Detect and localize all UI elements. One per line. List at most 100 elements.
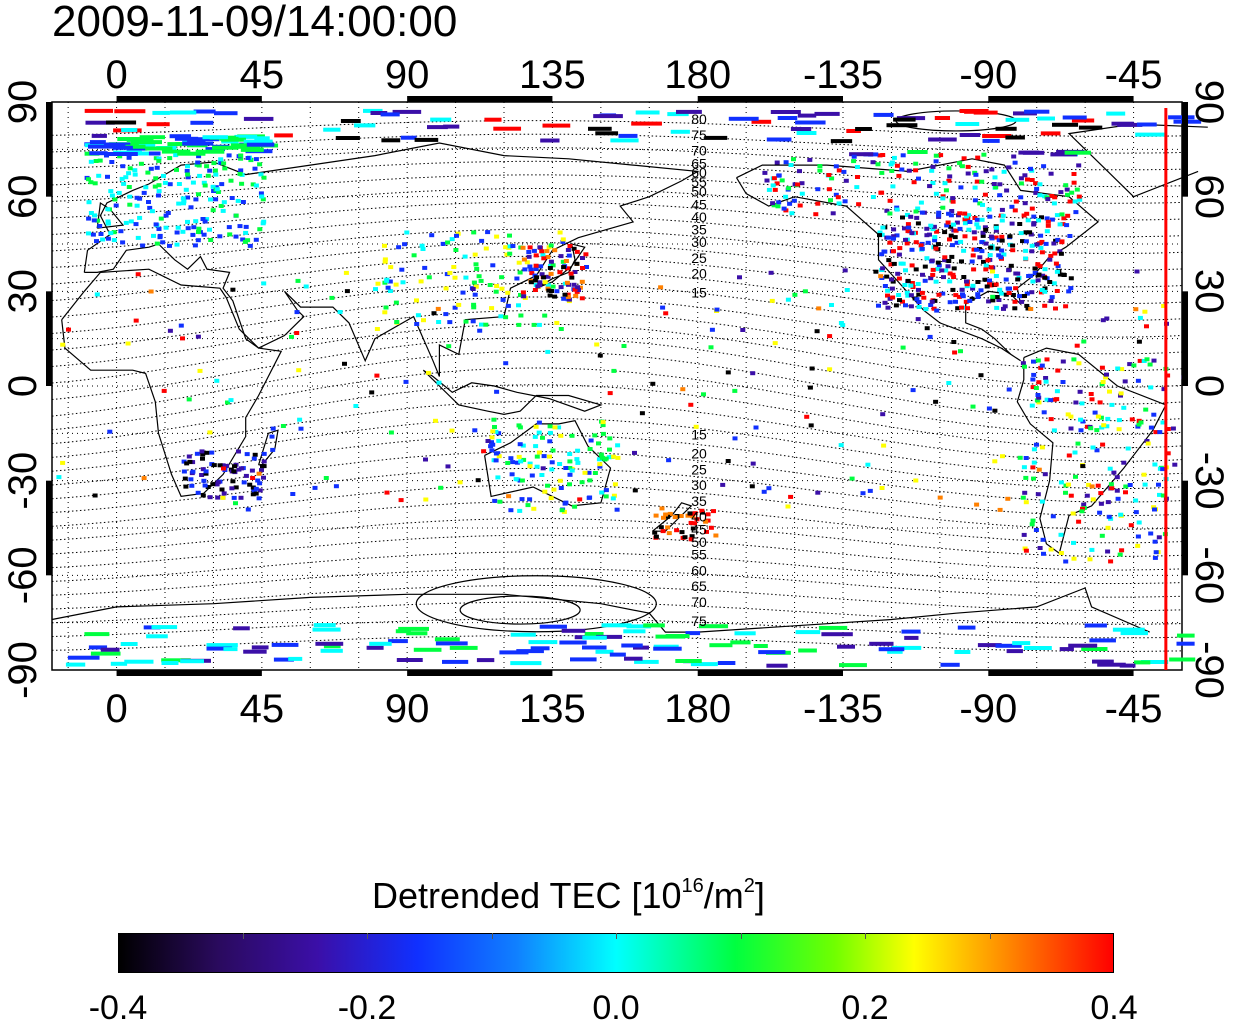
tec-pixel xyxy=(496,438,502,443)
tec-pixel xyxy=(660,529,666,534)
tec-pixel xyxy=(959,287,965,292)
tec-pixel xyxy=(153,222,159,227)
tec-pixel xyxy=(203,471,209,476)
tec-pixel xyxy=(92,493,98,498)
tec-pixel xyxy=(969,296,975,301)
tec-pixel xyxy=(704,529,709,534)
tec-pixel xyxy=(514,276,520,281)
tec-pixel xyxy=(699,508,705,513)
contour-label: 35 xyxy=(691,493,707,509)
tec-pixel xyxy=(1092,410,1098,415)
tec-pixel xyxy=(905,222,911,227)
tec-pixel xyxy=(564,280,570,285)
tec-pixel xyxy=(126,185,132,189)
tec-pixel xyxy=(531,506,537,511)
tec-pixel xyxy=(447,320,453,325)
tec-pixel xyxy=(969,259,975,264)
tec-pixel xyxy=(1114,488,1120,493)
tec-pixel xyxy=(1012,160,1018,165)
tec-pixel xyxy=(895,271,901,276)
tec-pixel xyxy=(855,175,860,179)
tec-pixel xyxy=(663,512,669,517)
tec-pixel xyxy=(1133,307,1139,312)
tec-pixel xyxy=(997,182,1003,187)
tec-pixel xyxy=(1018,176,1024,181)
tec-pixel xyxy=(846,129,861,133)
tec-pixel xyxy=(890,184,896,189)
tec-pixel xyxy=(1135,534,1141,539)
tec-pixel xyxy=(207,495,213,500)
tec-pixel xyxy=(1006,165,1012,170)
tec-pixel xyxy=(924,233,930,238)
tec-pixel xyxy=(1030,465,1036,470)
tec-pixel xyxy=(520,290,526,295)
tec-pixel xyxy=(210,184,216,189)
tec-pixel xyxy=(1098,501,1104,506)
tec-pixel xyxy=(261,475,266,480)
tec-pixel xyxy=(1099,425,1105,430)
tec-pixel xyxy=(463,275,469,280)
tec-pixel xyxy=(1006,387,1012,392)
tec-pixel xyxy=(294,310,300,315)
tec-pixel xyxy=(485,439,491,443)
colorbar-title-exponent: 16 xyxy=(681,875,704,897)
colorbar-tick xyxy=(865,933,866,939)
tec-pixel xyxy=(635,110,660,115)
tec-pixel xyxy=(490,442,496,447)
tec-pixel xyxy=(950,199,956,204)
tec-pixel xyxy=(918,200,924,205)
tec-pixel xyxy=(575,448,581,453)
magnetic-contour xyxy=(51,467,1183,517)
magnetic-contour xyxy=(51,400,1183,462)
tec-pixel xyxy=(633,645,649,650)
tec-pixel xyxy=(156,156,162,161)
tec-pixel xyxy=(939,268,945,273)
tec-pixel xyxy=(228,178,234,183)
tec-pixel xyxy=(919,290,925,295)
tec-pixel xyxy=(876,303,881,308)
tec-pixel xyxy=(988,234,994,239)
tec-pixel xyxy=(915,221,921,226)
tec-pixel xyxy=(920,272,925,277)
tec-pixel xyxy=(1105,500,1111,505)
tec-pixel xyxy=(583,252,589,257)
magnetic-contour xyxy=(51,517,1183,557)
tec-pixel xyxy=(897,298,902,303)
tec-pixel xyxy=(813,212,819,217)
tec-pixel xyxy=(770,110,801,114)
tec-pixel xyxy=(717,661,736,665)
tec-pixel xyxy=(1122,379,1128,384)
colorbar-tick xyxy=(740,933,742,939)
tec-pixel xyxy=(1090,445,1096,450)
tec-pixel xyxy=(261,175,267,180)
tec-pixel xyxy=(214,378,220,383)
tec-pixel xyxy=(987,282,992,287)
tec-pixel xyxy=(388,639,408,644)
tec-pixel xyxy=(982,192,988,197)
tec-pixel xyxy=(963,214,969,219)
coastline xyxy=(735,158,1100,362)
tec-pixel xyxy=(98,232,104,236)
colorbar-tick-label: -0.4 xyxy=(88,989,148,1027)
tec-pixel xyxy=(457,480,463,485)
tec-pixel xyxy=(105,219,111,224)
tec-pixel xyxy=(929,299,935,304)
tec-pixel xyxy=(223,647,238,652)
tec-pixel xyxy=(449,237,455,242)
tec-pixel xyxy=(1084,493,1090,498)
tec-pixel xyxy=(1111,470,1117,475)
tec-pixel xyxy=(976,247,982,251)
contour-label: 35 xyxy=(691,222,707,238)
tec-pixel xyxy=(809,366,815,371)
tec-pixel xyxy=(891,234,897,239)
tec-pixel xyxy=(979,249,985,254)
tec-pixel xyxy=(855,127,872,131)
tec-pixel xyxy=(1135,543,1141,548)
tec-pixel xyxy=(446,344,452,349)
tec-pixel xyxy=(471,305,477,310)
tec-pixel xyxy=(449,645,478,650)
tec-pixel xyxy=(505,290,511,295)
tec-pixel xyxy=(174,242,180,247)
tec-pixel xyxy=(110,661,128,666)
contour-label: 25 xyxy=(691,461,707,477)
